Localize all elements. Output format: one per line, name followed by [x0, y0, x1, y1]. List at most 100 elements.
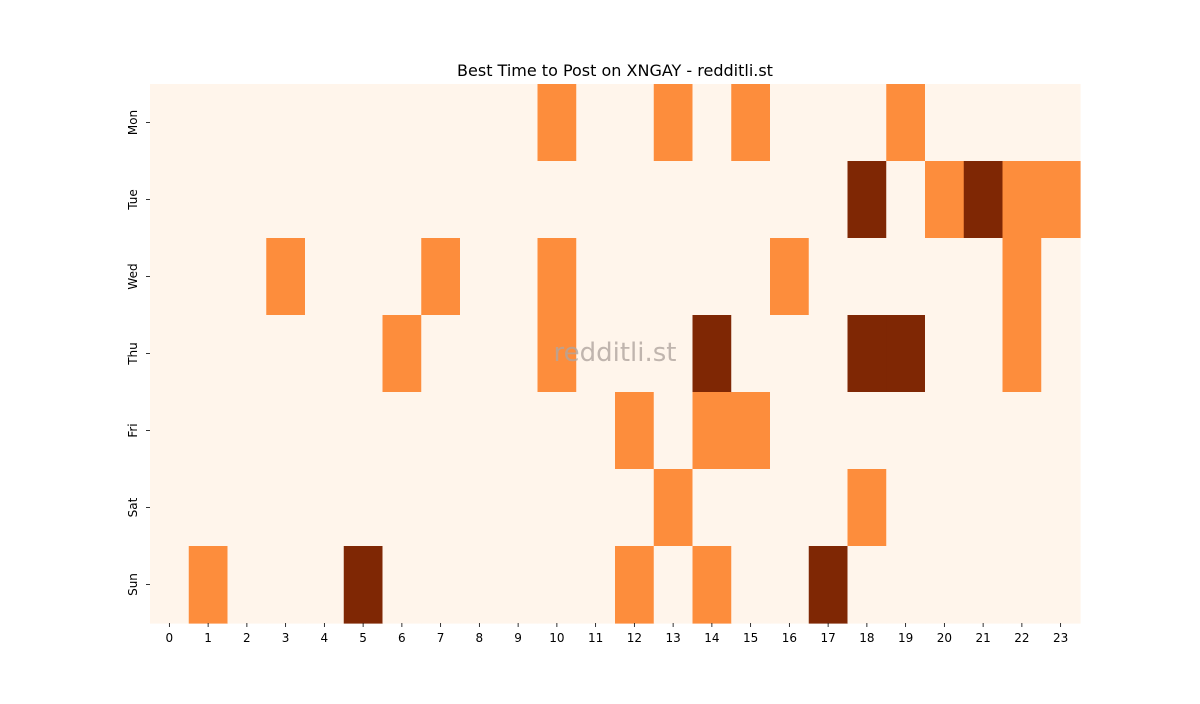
y-tick-label: Sun	[126, 573, 140, 596]
heatmap-cell-sun-9	[498, 546, 539, 624]
heatmap-cell-mon-10	[537, 84, 577, 162]
heatmap-cell-sun-6	[382, 546, 422, 624]
heatmap-cell-sat-20	[925, 469, 965, 547]
heatmap-cell-sat-7	[421, 469, 461, 547]
heatmap-cell-tue-20	[925, 161, 965, 239]
heatmap-cell-wed-17	[808, 238, 849, 316]
heatmap-cell-tue-3	[266, 161, 306, 239]
heatmap-cell-mon-12	[615, 84, 655, 162]
heatmap-cell-thu-6	[382, 315, 422, 393]
heatmap-cell-wed-13	[653, 238, 694, 316]
x-tick-label: 23	[1053, 631, 1068, 645]
x-tick-label: 20	[937, 631, 952, 645]
heatmap-cell-thu-12	[615, 315, 655, 393]
heatmap-cell-tue-18	[847, 161, 887, 239]
heatmap-cell-tue-5	[343, 161, 384, 239]
x-tick-label: 17	[820, 631, 835, 645]
heatmap-cell-sun-1	[188, 546, 229, 624]
heatmap-cell-wed-2	[227, 238, 267, 316]
x-tick-label: 15	[743, 631, 758, 645]
x-tick-label: 16	[782, 631, 797, 645]
heatmap-cell-sat-22	[1002, 469, 1042, 547]
heatmap-cell-tue-19	[886, 161, 926, 239]
heatmap-cell-thu-3	[266, 315, 306, 393]
y-tick-label: Thu	[126, 342, 140, 366]
heatmap-cell-tue-9	[498, 161, 539, 239]
x-tick-label: 22	[1014, 631, 1029, 645]
heatmap-cell-wed-14	[692, 238, 732, 316]
heatmap-cell-wed-7	[421, 238, 461, 316]
heatmap-cell-tue-7	[421, 161, 461, 239]
heatmap-cell-mon-11	[576, 84, 616, 162]
heatmap-cell-thu-10	[537, 315, 577, 393]
heatmap-cell-mon-19	[886, 84, 926, 162]
heatmap-cell-sat-18	[847, 469, 887, 547]
heatmap-cell-tue-23	[1041, 161, 1081, 239]
heatmap-cell-sun-7	[421, 546, 461, 624]
heatmap-cell-sun-19	[886, 546, 926, 624]
x-tick-label: 18	[859, 631, 874, 645]
heatmap-cell-tue-4	[305, 161, 345, 239]
heatmap-cell-sun-13	[653, 546, 694, 624]
heatmap-cell-fri-14	[692, 392, 732, 470]
heatmap-cell-mon-22	[1002, 84, 1042, 162]
heatmap-cell-wed-10	[537, 238, 577, 316]
heatmap-cell-mon-18	[847, 84, 887, 162]
heatmap-cell-tue-6	[382, 161, 422, 239]
heatmap-cell-mon-3	[266, 84, 306, 162]
heatmap-cell-mon-14	[692, 84, 732, 162]
heatmap-cell-sat-10	[537, 469, 577, 547]
x-tick-label: 8	[476, 631, 484, 645]
heatmap-cell-sat-23	[1041, 469, 1081, 547]
heatmap-cell-thu-11	[576, 315, 616, 393]
heatmap-cell-wed-21	[963, 238, 1004, 316]
heatmap-cell-fri-0	[150, 392, 190, 470]
heatmap-cell-thu-13	[653, 315, 694, 393]
heatmap-cell-thu-5	[343, 315, 384, 393]
heatmap-cell-thu-4	[305, 315, 345, 393]
heatmap-cell-sat-15	[731, 469, 771, 547]
x-tick-label: 14	[704, 631, 719, 645]
heatmap-cell-mon-6	[382, 84, 422, 162]
heatmap-cell-sat-21	[963, 469, 1004, 547]
heatmap-cell-thu-8	[460, 315, 500, 393]
x-tick-label: 10	[549, 631, 564, 645]
heatmap-cell-sat-5	[343, 469, 384, 547]
heatmap-cell-fri-15	[731, 392, 771, 470]
heatmap-cell-wed-18	[847, 238, 887, 316]
heatmap-cell-fri-17	[808, 392, 849, 470]
heatmap-cell-mon-13	[653, 84, 694, 162]
heatmap-cell-sat-13	[653, 469, 694, 547]
heatmap-cell-fri-20	[925, 392, 965, 470]
heatmap-cell-sat-8	[460, 469, 500, 547]
heatmap-cell-tue-12	[615, 161, 655, 239]
heatmap-cell-fri-2	[227, 392, 267, 470]
heatmap-cell-sun-11	[576, 546, 616, 624]
heatmap-cell-fri-11	[576, 392, 616, 470]
heatmap-cell-mon-5	[343, 84, 384, 162]
heatmap-cell-wed-8	[460, 238, 500, 316]
heatmap-cell-fri-16	[770, 392, 810, 470]
x-tick-label: 2	[243, 631, 251, 645]
heatmap-cell-sun-18	[847, 546, 887, 624]
heatmap-cell-thu-22	[1002, 315, 1042, 393]
heatmap-cell-wed-11	[576, 238, 616, 316]
heatmap-cell-tue-10	[537, 161, 577, 239]
heatmap-cell-thu-9	[498, 315, 539, 393]
heatmap-cell-tue-14	[692, 161, 732, 239]
heatmap-cell-sat-4	[305, 469, 345, 547]
heatmap-cell-thu-20	[925, 315, 965, 393]
heatmap-cell-fri-12	[615, 392, 655, 470]
heatmap-cell-sat-14	[692, 469, 732, 547]
x-tick-label: 7	[437, 631, 445, 645]
heatmap-cell-mon-9	[498, 84, 539, 162]
heatmap-cell-thu-0	[150, 315, 190, 393]
heatmap-cell-mon-23	[1041, 84, 1081, 162]
heatmap-cell-sun-8	[460, 546, 500, 624]
heatmap-cell-sun-16	[770, 546, 810, 624]
x-tick-label: 19	[898, 631, 913, 645]
y-tick-label: Sat	[126, 497, 140, 517]
heatmap-cell-sun-4	[305, 546, 345, 624]
heatmap-cell-wed-16	[770, 238, 810, 316]
heatmap-cell-sat-3	[266, 469, 306, 547]
